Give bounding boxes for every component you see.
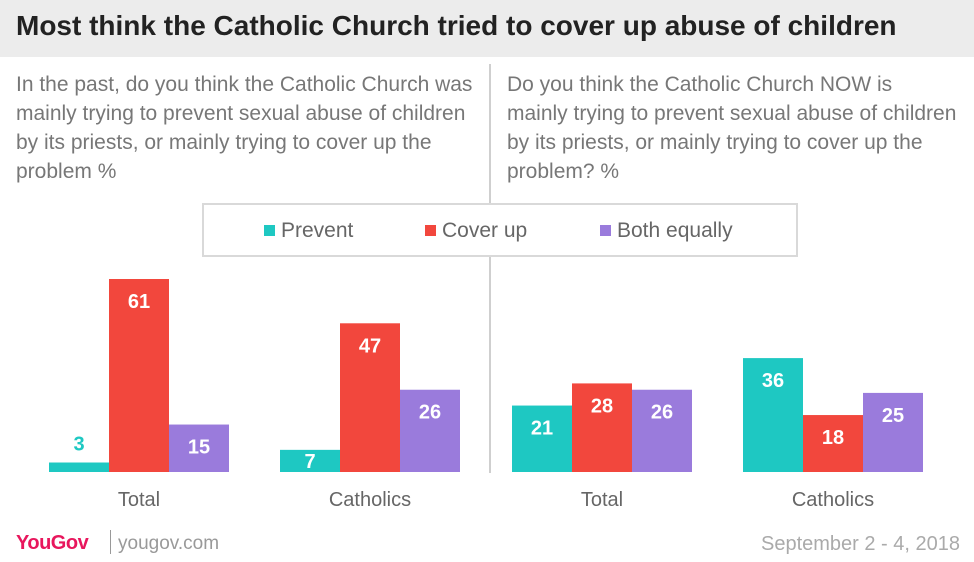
legend-item-prevent: Prevent	[264, 219, 353, 243]
bar-value-label: 15	[188, 437, 210, 459]
bar-both-equally-total-past	[169, 424, 229, 472]
bar-value-label: 25	[882, 405, 904, 427]
bar-value-label: 28	[591, 395, 613, 417]
legend-label-cover-up: Cover up	[442, 219, 528, 242]
bar-prevent-catholics-now	[743, 358, 803, 472]
bar-both-equally-catholics-past	[400, 389, 460, 472]
bar-prevent-total-past	[49, 462, 109, 472]
bar-cover-up-catholics-now	[803, 415, 863, 472]
bar-value-label: 3	[73, 434, 84, 456]
bar-value-label: 21	[531, 418, 553, 440]
legend-swatch-prevent	[264, 225, 275, 236]
category-label: Total	[118, 489, 160, 511]
legend-label-prevent: Prevent	[281, 219, 354, 242]
bar-value-label: 26	[419, 402, 441, 424]
question-past: In the past, do you think the Catholic C…	[16, 73, 473, 183]
legend-swatch-both-equally	[600, 225, 611, 236]
bar-cover-up-catholics-past	[340, 323, 400, 472]
legend-item-both-equally: Both equally	[600, 219, 733, 243]
bar-value-label: 7	[304, 451, 315, 473]
survey-date: September 2 - 4, 2018	[760, 533, 960, 555]
panel-divider	[489, 64, 491, 473]
bar-cover-up-total-past	[109, 279, 169, 472]
legend-item-cover-up: Cover up	[425, 219, 527, 243]
bar-value-label: 26	[651, 402, 673, 424]
category-label: Catholics	[329, 489, 411, 511]
bar-cover-up-total-now	[572, 383, 632, 472]
bar-value-label: 47	[359, 335, 381, 357]
chart-title: Most think the Catholic Church tried to …	[16, 10, 897, 41]
yougov-logo: YouGov	[16, 532, 89, 554]
title-bar: Most think the Catholic Church tried to …	[0, 0, 974, 57]
legend-label-both-equally: Both equally	[617, 219, 733, 242]
logo-separator	[110, 530, 111, 554]
bar-value-label: 18	[822, 427, 844, 449]
bar-prevent-catholics-past	[280, 449, 340, 472]
site-url: yougov.com	[118, 533, 220, 554]
bar-prevent-total-now	[512, 405, 572, 472]
question-now: Do you think the Catholic Church NOW is …	[507, 73, 957, 183]
legend: Prevent Cover up Both equally	[202, 203, 798, 257]
bar-both-equally-total-now	[632, 389, 692, 472]
bar-both-equally-catholics-now	[863, 392, 923, 472]
bar-value-label: 61	[128, 291, 150, 313]
category-label: Catholics	[792, 489, 874, 511]
bar-value-label: 36	[762, 370, 784, 392]
category-label: Total	[581, 489, 623, 511]
legend-swatch-cover-up	[425, 225, 436, 236]
